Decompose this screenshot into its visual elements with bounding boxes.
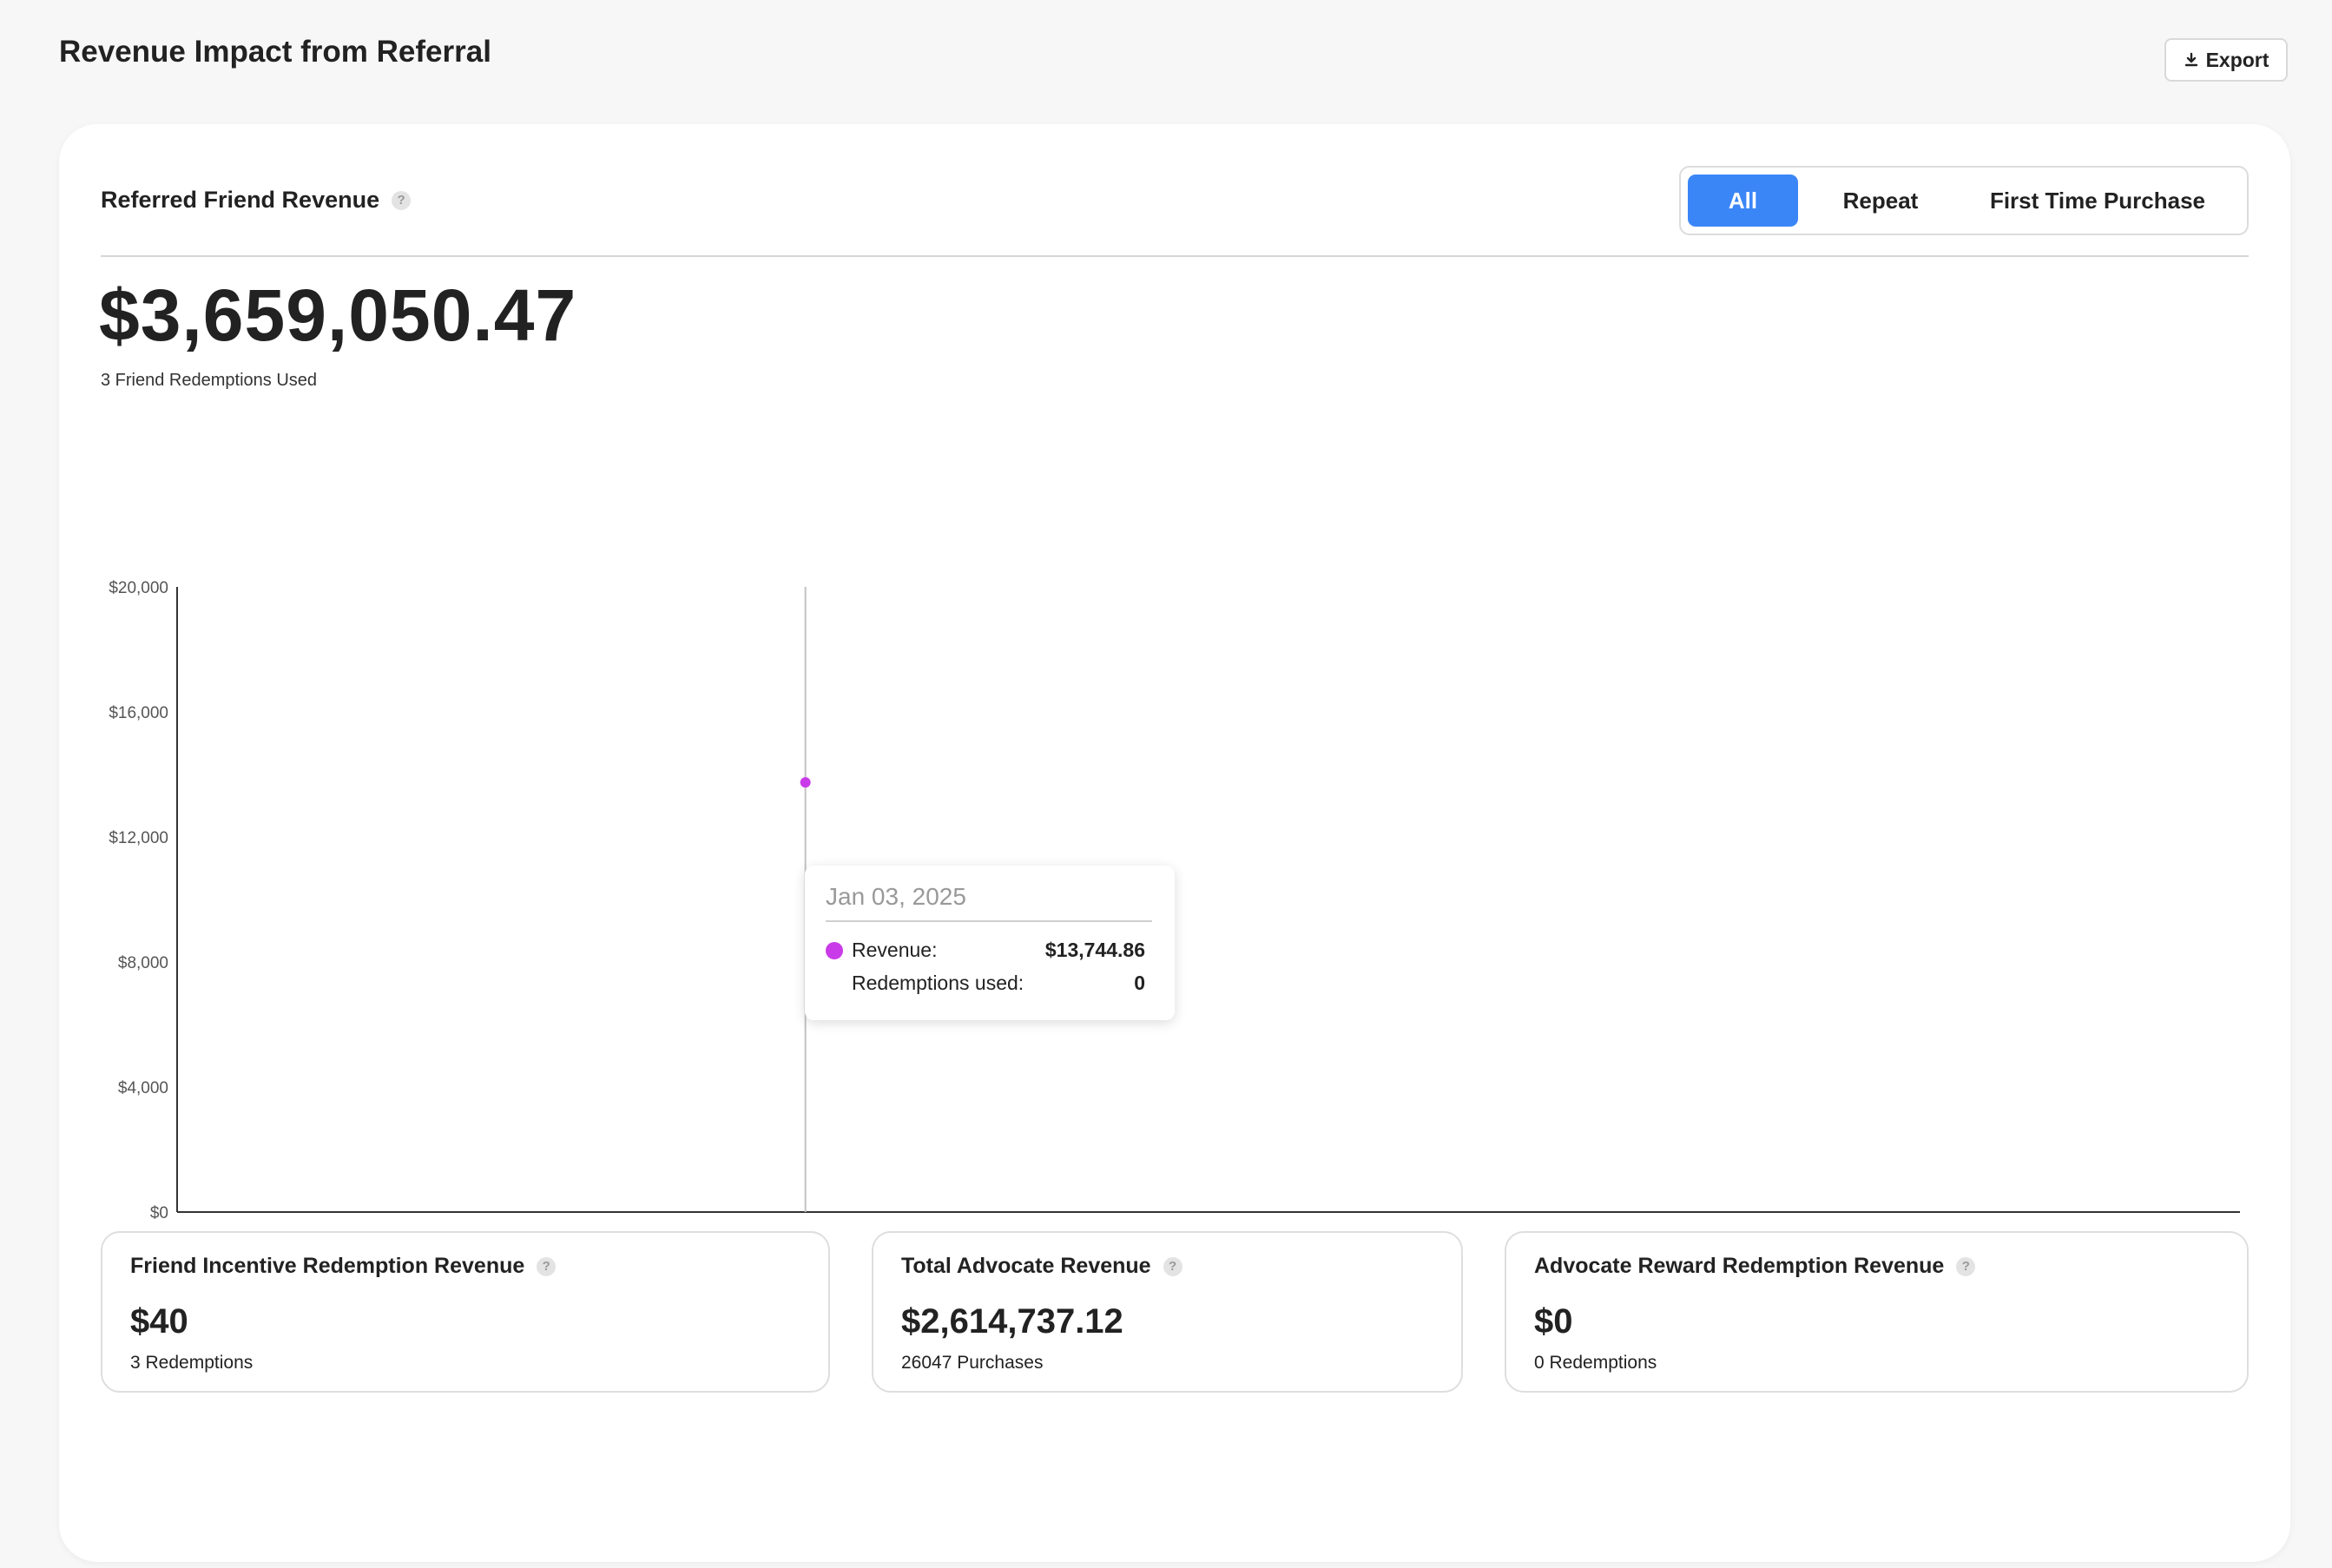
- y-tick-label: $12,000: [109, 829, 168, 847]
- help-icon[interactable]: ?: [1163, 1256, 1182, 1276]
- total-revenue-value: $3,659,050.47: [99, 274, 577, 356]
- chart-tooltip: Jan 03, 2025 Revenue: $13,744.86 Redempt…: [805, 866, 1175, 1020]
- revenue-legend-dot: [826, 941, 843, 959]
- kpi-title-text: Advocate Reward Redemption Revenue: [1534, 1254, 1945, 1278]
- kpi-card-friend-incentive: Friend Incentive Redemption Revenue? $40…: [101, 1231, 830, 1393]
- kpi-title: Advocate Reward Redemption Revenue?: [1534, 1254, 1976, 1279]
- tooltip-revenue-row: Revenue: $13,744.86: [826, 939, 1145, 962]
- tooltip-redemptions-value: 0: [1134, 972, 1145, 994]
- y-tick-label: $8,000: [118, 954, 168, 972]
- tooltip-rule: [826, 920, 1152, 922]
- y-tick-label: $16,000: [109, 704, 168, 722]
- kpi-title-text: Total Advocate Revenue: [901, 1254, 1151, 1278]
- tooltip-revenue-value: $13,744.86: [1044, 939, 1145, 961]
- total-revenue-subtitle: 3 Friend Redemptions Used: [101, 371, 318, 390]
- y-tick-label: $4,000: [118, 1079, 168, 1097]
- kpi-subtitle: 3 Redemptions: [130, 1353, 254, 1373]
- kpi-value: $2,614,737.12: [901, 1302, 1123, 1341]
- tab-all[interactable]: All: [1688, 175, 1798, 227]
- export-button[interactable]: Export: [2164, 38, 2288, 82]
- kpi-title-text: Friend Incentive Redemption Revenue: [130, 1254, 525, 1278]
- kpi-card-total-advocate: Total Advocate Revenue? $2,614,737.12 26…: [872, 1231, 1463, 1393]
- card-title-text: Referred Friend Revenue: [101, 187, 380, 213]
- card-divider: [101, 255, 2249, 257]
- kpi-subtitle: 26047 Purchases: [901, 1353, 1044, 1373]
- help-icon[interactable]: ?: [537, 1256, 557, 1276]
- tooltip-date: Jan 03, 2025: [826, 883, 966, 910]
- kpi-value: $0: [1534, 1302, 1573, 1341]
- tooltip-redemptions-row: Redemptions used: 0: [852, 972, 1145, 995]
- help-icon[interactable]: ?: [1956, 1256, 1976, 1276]
- help-icon[interactable]: ?: [392, 190, 412, 210]
- y-tick-label: $0: [150, 1204, 168, 1222]
- hover-point: [800, 777, 811, 788]
- kpi-title: Total Advocate Revenue?: [901, 1254, 1182, 1279]
- kpi-card-advocate-reward: Advocate Reward Redemption Revenue? $0 0…: [1505, 1231, 2249, 1393]
- y-tick-label: $20,000: [109, 579, 168, 597]
- tab-first-time-purchase[interactable]: First Time Purchase: [1989, 187, 2206, 214]
- kpi-subtitle: 0 Redemptions: [1534, 1353, 1657, 1373]
- export-label: Export: [2205, 48, 2269, 71]
- page-title: Revenue Impact from Referral: [59, 35, 491, 69]
- kpi-title: Friend Incentive Redemption Revenue?: [130, 1254, 557, 1279]
- tooltip-revenue-label: Revenue:: [852, 939, 938, 961]
- download-icon: [2184, 52, 2197, 67]
- tooltip-redemptions-label: Redemptions used:: [852, 972, 1024, 994]
- kpi-value: $40: [130, 1302, 188, 1341]
- tab-repeat[interactable]: Repeat: [1842, 187, 1919, 214]
- segment-tabs: All Repeat First Time Purchase: [1679, 166, 2249, 235]
- card-title: Referred Friend Revenue ?: [101, 187, 412, 214]
